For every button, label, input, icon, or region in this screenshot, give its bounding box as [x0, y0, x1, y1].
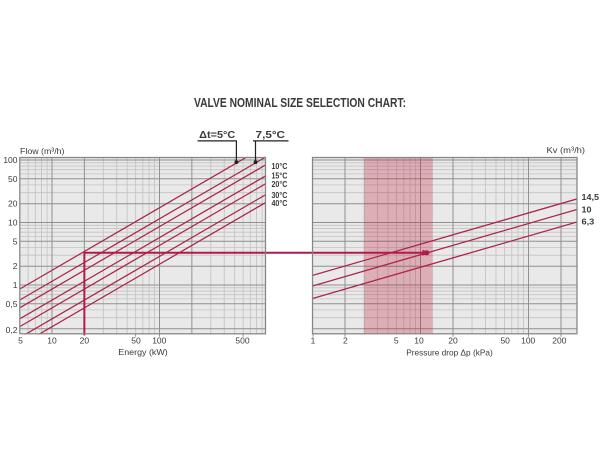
svg-text:1: 1 — [13, 280, 18, 290]
svg-text:10: 10 — [582, 205, 592, 215]
svg-text:10: 10 — [47, 336, 57, 346]
svg-text:VALVE NOMINAL SIZE SELECTION C: VALVE NOMINAL SIZE SELECTION CHART: — [194, 96, 406, 110]
svg-text:2: 2 — [13, 261, 18, 271]
svg-text:50: 50 — [8, 174, 18, 184]
svg-text:10: 10 — [414, 336, 424, 346]
svg-text:10°C: 10°C — [272, 161, 288, 171]
svg-text:5: 5 — [18, 336, 23, 346]
svg-text:100: 100 — [152, 336, 166, 346]
svg-text:30°C: 30°C — [272, 190, 288, 200]
svg-text:100: 100 — [3, 155, 17, 165]
svg-text:5: 5 — [394, 336, 399, 346]
svg-text:20: 20 — [8, 199, 18, 209]
svg-text:6,3: 6,3 — [582, 216, 595, 226]
svg-text:20: 20 — [448, 336, 458, 346]
svg-text:Δt=5°C: Δt=5°C — [199, 129, 235, 141]
svg-text:14,5: 14,5 — [582, 192, 600, 202]
svg-text:Kv (m³/h): Kv (m³/h) — [547, 145, 586, 155]
svg-text:1: 1 — [311, 336, 316, 346]
svg-text:10: 10 — [8, 218, 18, 228]
svg-text:0,5: 0,5 — [6, 299, 18, 309]
svg-text:2: 2 — [343, 336, 348, 346]
svg-text:Energy (kW): Energy (kW) — [118, 347, 168, 357]
svg-text:50: 50 — [500, 336, 510, 346]
svg-text:15°C: 15°C — [272, 171, 288, 181]
svg-text:Flow (m³/h): Flow (m³/h) — [20, 146, 65, 156]
svg-text:200: 200 — [552, 336, 566, 346]
svg-text:0,2: 0,2 — [6, 325, 18, 335]
svg-text:Pressure drop Δp (kPa): Pressure drop Δp (kPa) — [406, 348, 493, 358]
svg-text:20: 20 — [80, 336, 90, 346]
svg-text:40°C: 40°C — [272, 198, 288, 208]
svg-text:100: 100 — [521, 336, 535, 346]
svg-text:7,5°C: 7,5°C — [256, 129, 286, 141]
svg-text:500: 500 — [235, 336, 249, 346]
svg-text:5: 5 — [13, 236, 18, 246]
svg-text:20°C: 20°C — [272, 179, 288, 189]
svg-text:50: 50 — [131, 336, 141, 346]
